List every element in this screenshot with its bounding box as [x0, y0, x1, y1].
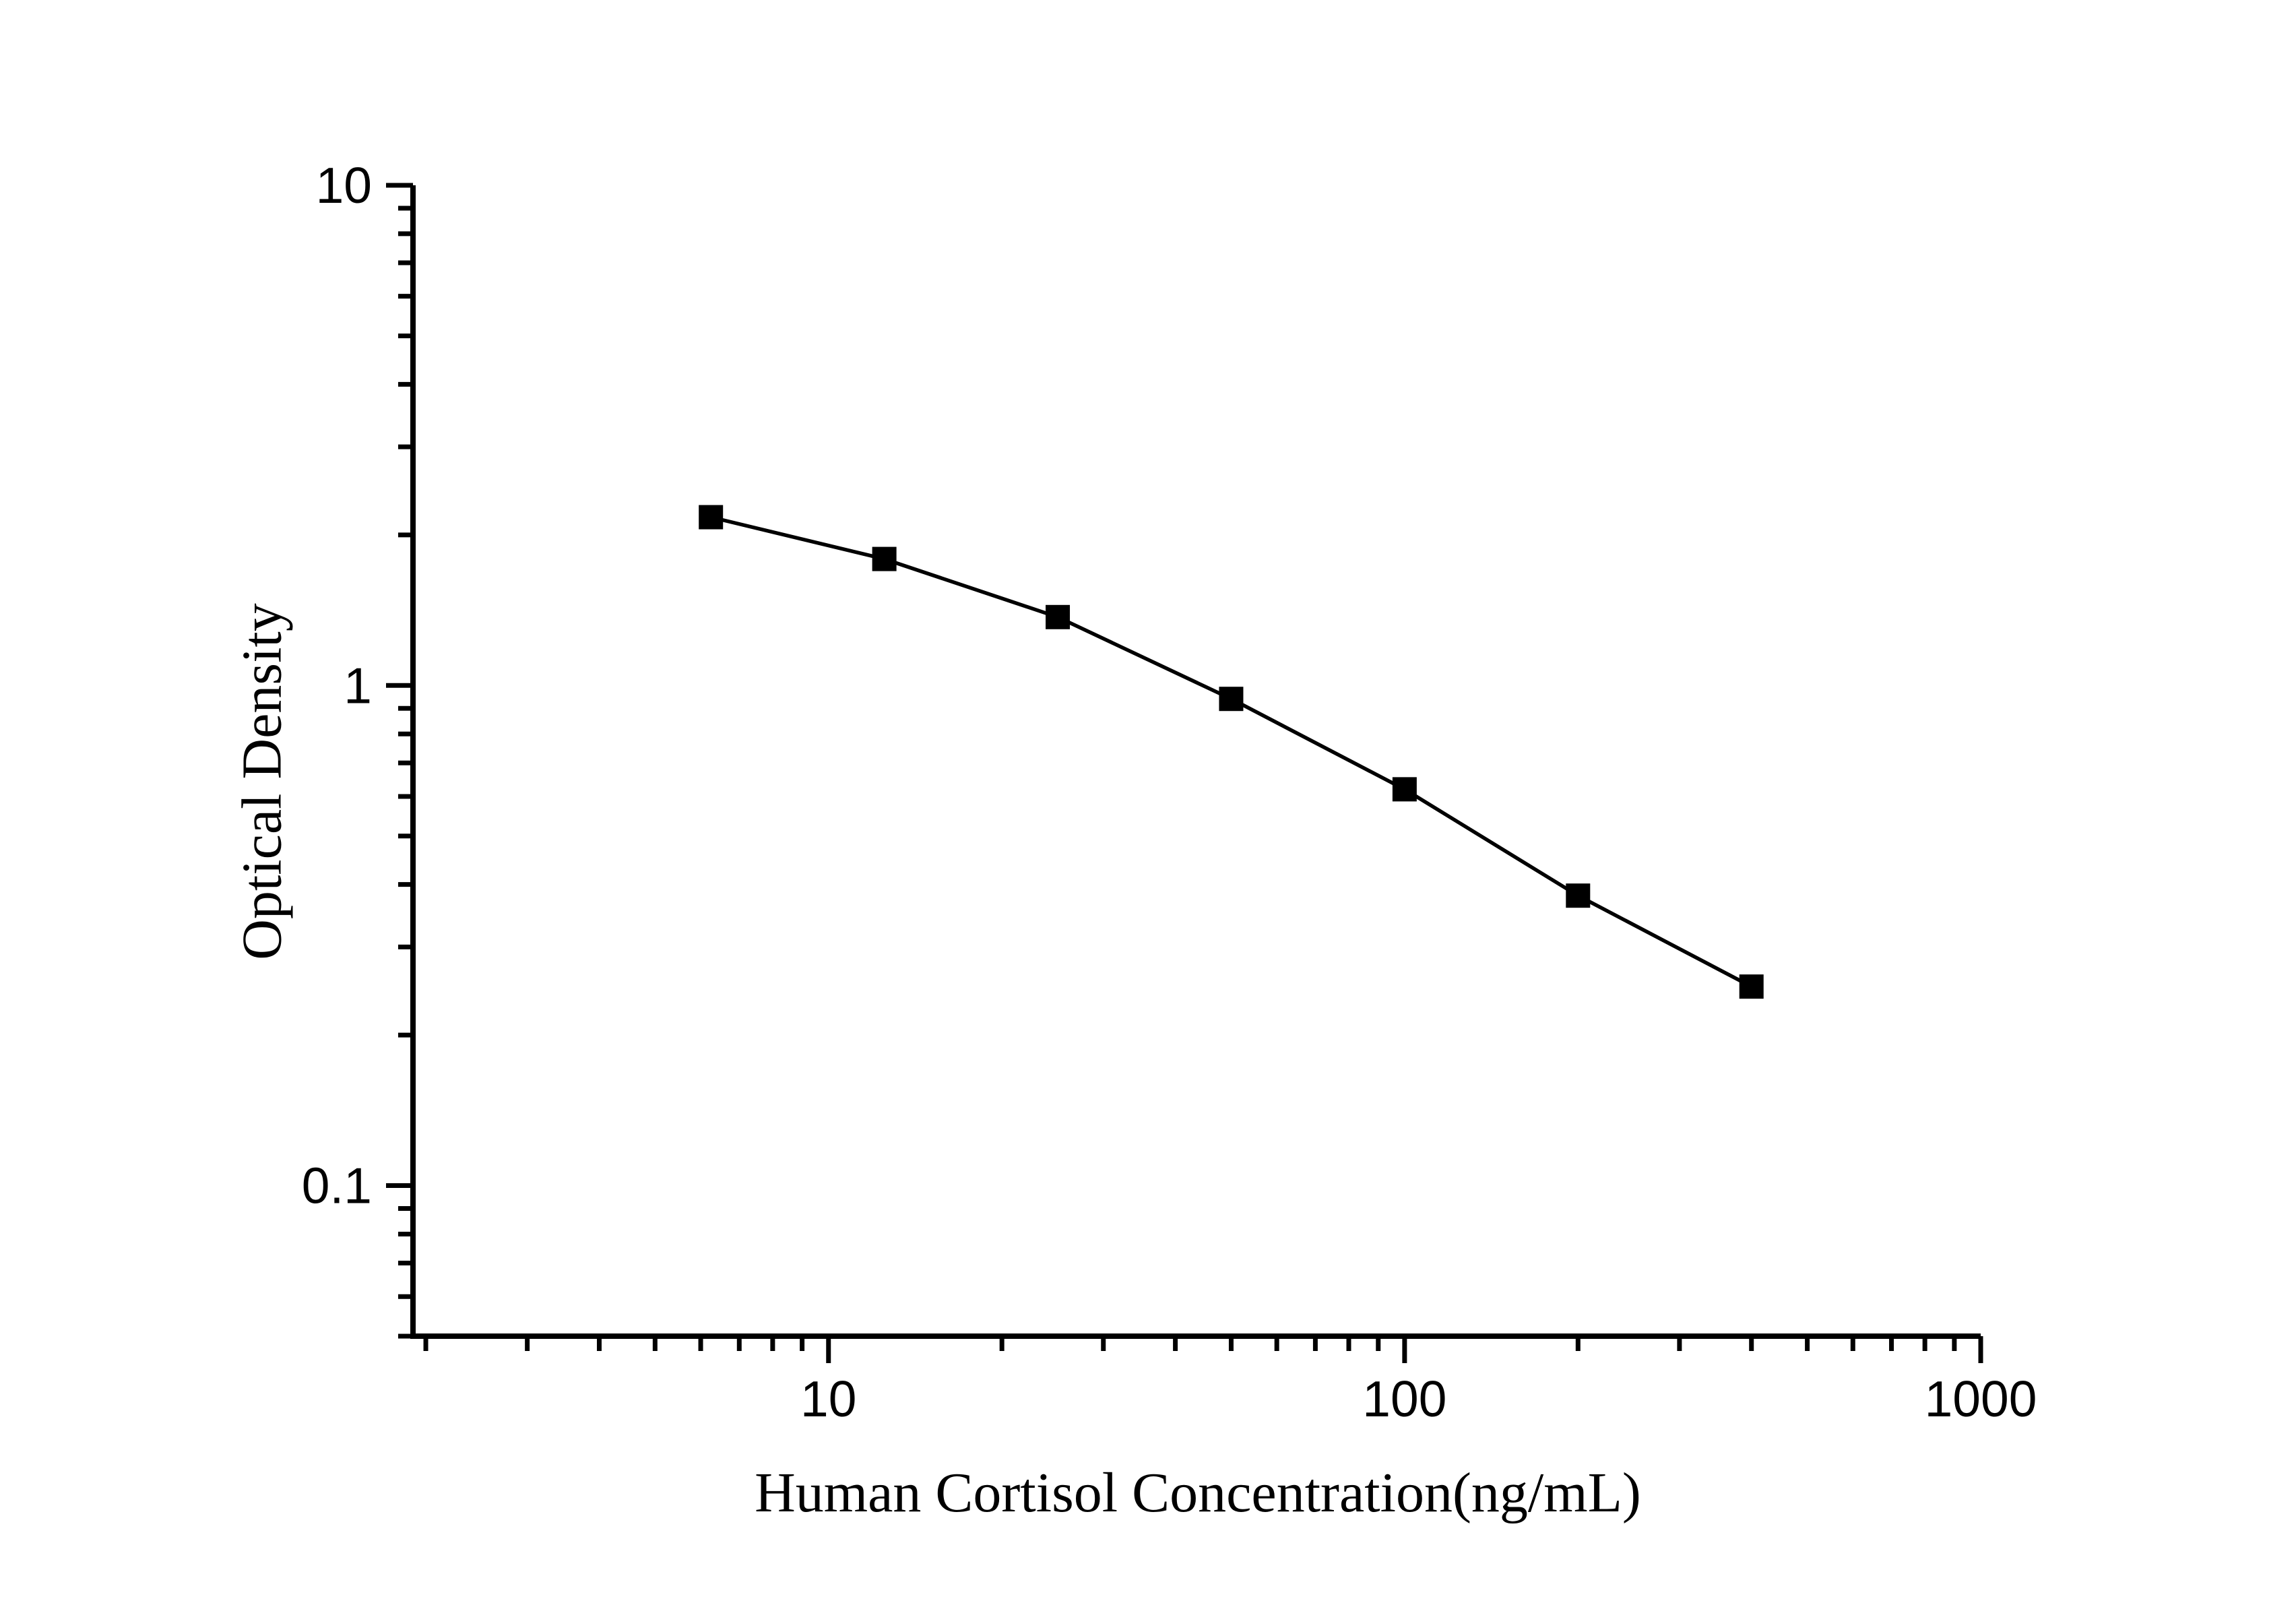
x-axis-title: Human Cortisol Concentration(ng/mL) [755, 1461, 1641, 1524]
x-tick-label-100: 100 [1362, 1371, 1446, 1427]
ticks-layer [386, 183, 1983, 1363]
axes-layer [410, 185, 1981, 1339]
data-point-marker-12.5 [872, 546, 897, 571]
standard-curve-line [710, 515, 1752, 988]
y-axis-title: Optical Density [231, 603, 294, 960]
series-layer [699, 505, 1764, 999]
data-point-marker-400 [1739, 974, 1764, 999]
data-point-marker-100 [1392, 777, 1417, 802]
x-tick-label-1000: 1000 [1925, 1371, 2037, 1427]
y-tick-label-1: 1 [344, 657, 372, 714]
data-point-marker-6.25 [699, 505, 724, 530]
data-point-marker-200 [1566, 883, 1591, 908]
x-tick-label-10: 10 [800, 1371, 856, 1427]
y-tick-label-10: 10 [316, 157, 372, 214]
tick-labels-layer: 10 100 1000 10 1 0.1 [302, 157, 2037, 1427]
data-point-marker-25 [1046, 604, 1071, 629]
y-tick-label-0.1: 0.1 [302, 1158, 372, 1214]
data-point-marker-50 [1219, 687, 1244, 712]
